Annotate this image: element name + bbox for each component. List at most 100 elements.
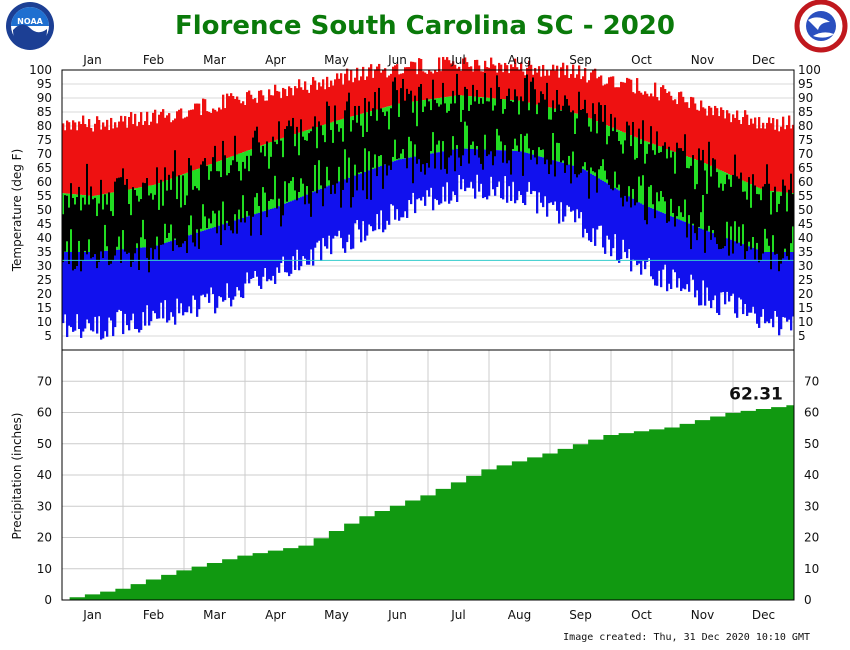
record-low-bar — [162, 243, 165, 319]
observed-bar — [228, 173, 231, 226]
record-high-bar — [122, 121, 125, 191]
observed-bar — [302, 136, 305, 184]
observed-bar — [336, 124, 339, 184]
record-high-bar — [594, 68, 597, 121]
observed-bar — [634, 159, 637, 206]
record-high-bar — [550, 70, 553, 108]
record-low-bar — [694, 226, 697, 298]
record-high-bar — [220, 109, 223, 161]
record-low-bar — [384, 164, 387, 230]
record-low-bar — [70, 252, 73, 328]
temperature-tick-label: 100 — [798, 63, 821, 77]
observed-bar — [388, 129, 391, 166]
record-low-bar — [686, 222, 689, 285]
record-high-bar — [340, 73, 343, 120]
record-low-bar — [512, 150, 515, 182]
observed-bar — [220, 177, 223, 246]
observed-bar — [592, 103, 595, 172]
record-high-bar — [480, 71, 483, 98]
month-label-bottom: Oct — [631, 608, 652, 622]
record-low-bar — [148, 246, 151, 326]
record-low-bar — [136, 248, 139, 330]
observed-bar — [756, 194, 759, 243]
observed-bar — [142, 182, 145, 220]
observed-bar — [770, 214, 773, 270]
record-low-bar — [720, 236, 723, 293]
record-low-bar — [256, 213, 259, 277]
record-low-bar — [124, 249, 127, 314]
temperature-panel — [61, 56, 795, 351]
record-high-bar — [672, 100, 675, 152]
observed-bar — [728, 179, 731, 256]
record-high-bar — [82, 115, 85, 196]
record-low-bar — [480, 149, 483, 184]
record-low-bar — [330, 184, 333, 255]
temperature-tick-label: 55 — [798, 189, 813, 203]
record-high-bar — [364, 79, 367, 113]
observed-bar — [380, 108, 383, 156]
observed-bar — [596, 133, 599, 193]
record-high-bar — [460, 70, 463, 96]
observed-bar — [736, 176, 739, 244]
observed-bar — [602, 121, 605, 160]
record-low-bar — [170, 241, 173, 313]
record-high-bar — [606, 83, 609, 126]
record-low-bar — [484, 149, 487, 198]
record-low-bar — [78, 252, 81, 330]
record-low-bar — [724, 237, 727, 305]
observed-bar — [122, 168, 125, 231]
record-high-bar — [548, 75, 551, 108]
observed-bar — [260, 152, 263, 236]
record-high-bar — [654, 82, 657, 145]
record-high-bar — [268, 89, 271, 143]
record-high-bar — [590, 72, 593, 119]
record-low-bar — [240, 218, 243, 298]
record-high-bar — [614, 87, 617, 129]
observed-bar — [704, 170, 707, 253]
temperature-tick-label: 45 — [37, 217, 52, 231]
record-high-bar — [554, 70, 557, 109]
observed-bar — [416, 126, 419, 164]
record-high-bar — [76, 130, 79, 195]
record-low-bar — [434, 152, 437, 199]
temperature-tick-label: 60 — [798, 175, 813, 189]
observed-bar — [494, 105, 497, 157]
record-low-bar — [130, 248, 133, 321]
observed-bar — [282, 157, 285, 216]
record-high-bar — [580, 79, 583, 115]
record-high-bar — [92, 131, 95, 196]
record-high-bar — [384, 68, 387, 108]
temperature-tick-label: 85 — [37, 105, 52, 119]
record-high-bar — [514, 58, 517, 101]
observed-bar — [764, 184, 767, 229]
record-high-bar — [354, 77, 357, 116]
record-low-bar — [418, 155, 421, 199]
month-label-top: Aug — [508, 53, 531, 67]
record-low-bar — [714, 233, 717, 296]
record-high-bar — [578, 65, 581, 115]
observed-bar — [782, 179, 785, 259]
record-high-bar — [424, 72, 427, 100]
record-low-bar — [246, 216, 249, 273]
record-low-bar — [766, 252, 769, 322]
record-low-bar — [618, 190, 621, 263]
record-high-bar — [284, 89, 287, 138]
observed-bar — [646, 153, 649, 225]
record-high-bar — [676, 104, 679, 153]
record-high-bar — [742, 117, 745, 181]
month-label-top: Sep — [569, 53, 592, 67]
observed-bar — [436, 103, 439, 145]
observed-bar — [648, 144, 651, 187]
observed-bar — [264, 156, 267, 193]
observed-bar — [560, 110, 563, 163]
observed-bar — [758, 194, 761, 263]
svg-text:NOAA: NOAA — [17, 17, 43, 26]
record-high-bar — [624, 82, 627, 133]
observed-bar — [680, 148, 683, 213]
record-low-bar — [104, 250, 107, 332]
record-high-bar — [78, 121, 81, 195]
record-low-bar — [108, 250, 111, 318]
record-high-bar — [212, 108, 215, 164]
temperature-tick-label: 95 — [798, 77, 813, 91]
record-high-bar — [634, 93, 637, 137]
